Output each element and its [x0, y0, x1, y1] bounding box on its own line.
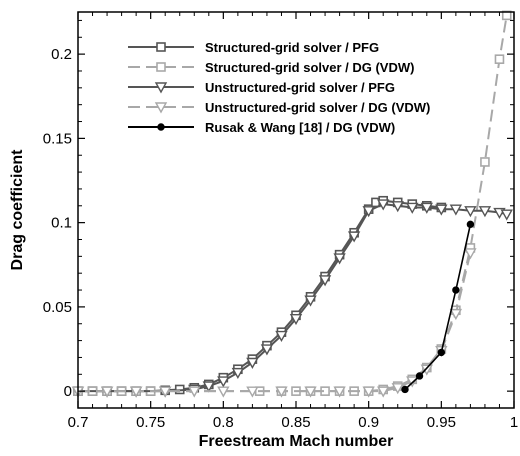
- x-axis-label: Freestream Mach number: [199, 433, 394, 450]
- legend-marker: [156, 42, 166, 52]
- y-tick-label: 0.15: [43, 130, 72, 147]
- data-point: [437, 348, 446, 357]
- legend-entry: Unstructured-grid solver / DG (VDW): [128, 100, 430, 115]
- data-point: [464, 248, 477, 260]
- data-point: [406, 376, 419, 388]
- data-point: [347, 231, 361, 243]
- x-tick-label: 0.9: [358, 414, 379, 431]
- legend-label: Structured-grid solver / PFG: [205, 40, 379, 55]
- data-point: [275, 386, 288, 398]
- x-tick-label: 0.7: [68, 414, 89, 431]
- legend-label: Unstructured-grid solver / PFG: [205, 80, 395, 95]
- data-point: [449, 204, 463, 216]
- series-3: [71, 199, 513, 398]
- data-point: [391, 201, 404, 213]
- x-tick-label: 0.95: [427, 414, 456, 431]
- data-point: [406, 202, 419, 214]
- legend-label: Rusak & Wang [18] / DG (VDW): [205, 120, 395, 135]
- data-point: [377, 386, 390, 398]
- data-point: [377, 199, 390, 211]
- legend-marker: [156, 62, 166, 72]
- x-axis-ticks: 0.7 0.75 0.8 0.85 0.9 0.95 1: [68, 12, 518, 431]
- data-point: [452, 286, 460, 294]
- data-point: [217, 376, 230, 388]
- data-point: [480, 157, 490, 167]
- data-point: [304, 386, 317, 398]
- x-tick-label: 0.85: [281, 414, 310, 431]
- legend-entry: Rusak & Wang [18] / DG (VDW): [128, 120, 395, 135]
- data-point: [466, 220, 475, 229]
- y-axis-ticks: 0 0.05 0.1 0.15 0.2: [43, 19, 514, 400]
- data-point: [391, 383, 404, 395]
- series-line: [78, 199, 442, 393]
- data-point: [246, 386, 259, 398]
- data-point: [202, 381, 215, 393]
- data-point: [362, 386, 375, 398]
- series-4: [71, 248, 477, 398]
- legend-entry: Structured-grid solver / DG (VDW): [128, 60, 414, 75]
- legend-marker: [154, 82, 168, 94]
- data-point: [478, 206, 492, 218]
- data-point: [333, 386, 346, 398]
- data-point: [449, 308, 463, 321]
- data-point: [494, 54, 505, 64]
- legend-marker: [154, 102, 168, 114]
- y-tick-label: 0.1: [51, 215, 72, 232]
- data-point: [260, 344, 274, 356]
- data-point: [435, 204, 448, 216]
- data-point: [159, 386, 172, 398]
- x-tick-label: 0.75: [136, 414, 165, 431]
- series-layer: [71, 10, 513, 398]
- legend-entry: Unstructured-grid solver / PFG: [128, 80, 395, 95]
- data-point: [401, 385, 409, 394]
- x-tick-label: 1: [510, 414, 518, 431]
- legend-entry: Structured-grid solver / PFG: [128, 40, 379, 55]
- data-point: [362, 206, 375, 218]
- series-5: [401, 220, 475, 394]
- data-point: [318, 275, 332, 287]
- y-tick-label: 0.2: [51, 46, 72, 63]
- data-point: [415, 372, 424, 380]
- series-line: [78, 252, 472, 393]
- legend-label: Structured-grid solver / DG (VDW): [205, 60, 414, 75]
- y-tick-label: 0: [64, 383, 72, 400]
- data-point: [129, 386, 143, 398]
- legend: Structured-grid solver / PFG Structured-g…: [128, 40, 430, 135]
- legend-marker: [157, 123, 165, 131]
- data-point: [246, 357, 259, 369]
- x-tick-label: 0.8: [213, 414, 234, 431]
- data-point: [500, 209, 513, 221]
- y-axis-label: Drag coefficient: [9, 149, 26, 271]
- data-point: [304, 295, 317, 307]
- series-1: [73, 195, 447, 396]
- legend-label: Unstructured-grid solver / DG (VDW): [205, 100, 430, 115]
- series-line: [78, 203, 507, 393]
- data-point: [275, 330, 288, 342]
- data-point: [231, 367, 245, 380]
- data-point: [289, 313, 303, 326]
- data-point: [420, 202, 433, 214]
- data-point: [217, 386, 230, 398]
- data-point: [333, 253, 346, 265]
- data-point: [100, 386, 114, 398]
- y-tick-label: 0.05: [43, 299, 72, 316]
- data-point: [188, 386, 201, 398]
- data-point: [464, 206, 477, 218]
